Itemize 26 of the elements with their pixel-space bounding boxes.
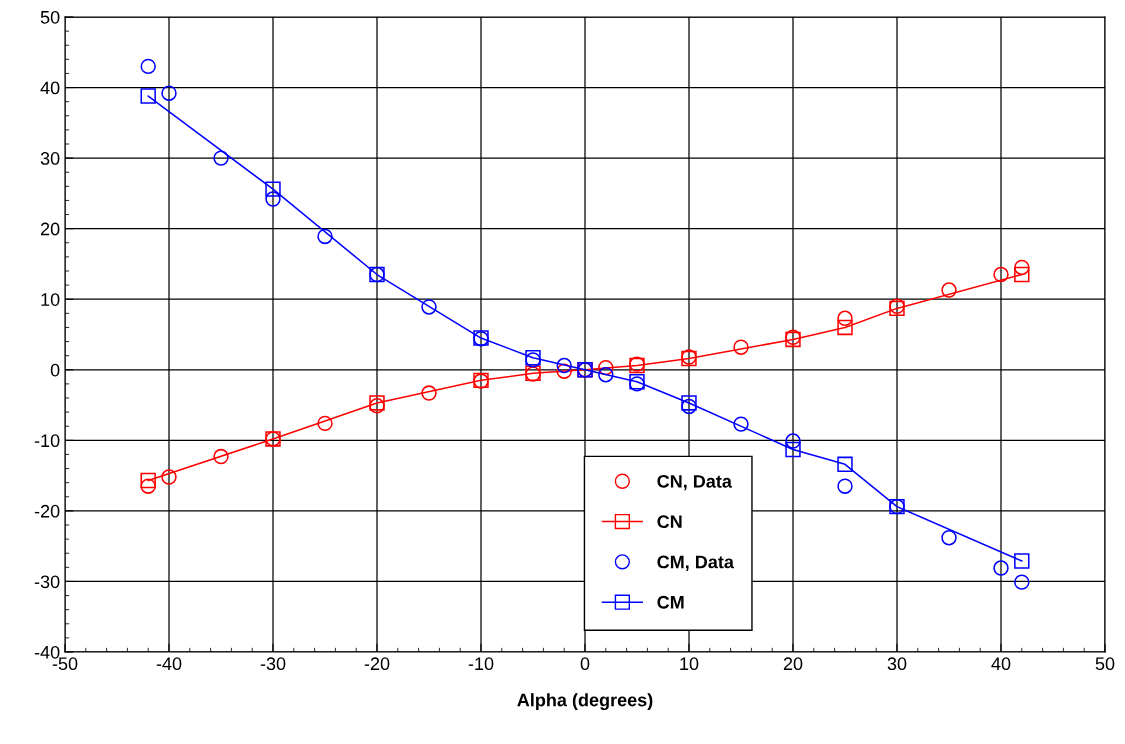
y-tick-label: 20 (40, 222, 60, 236)
y-tick-label: -10 (34, 434, 60, 448)
y-tick-label: -20 (34, 504, 60, 518)
x-tick-label: -20 (364, 657, 390, 671)
legend-label: CM, Data (657, 555, 735, 571)
legend-label: CN, Data (657, 474, 733, 491)
x-tick-label: -10 (468, 657, 494, 671)
x-tick-label: -50 (52, 657, 78, 671)
x-tick-label: 20 (783, 657, 803, 671)
x-tick-label: -40 (156, 657, 182, 671)
x-tick-label: 0 (580, 657, 590, 671)
x-tick-label: 30 (887, 657, 907, 671)
x-axis-title: Alpha (degrees) (517, 693, 653, 711)
y-tick-label: 10 (41, 293, 60, 306)
y-tick-label: 40 (40, 81, 60, 95)
y-tick-label: 0 (50, 363, 60, 377)
legend-label: CM (657, 595, 684, 609)
y-tick-label: 30 (40, 152, 60, 165)
y-tick-label: 50 (40, 10, 60, 24)
y-tick-label: -30 (34, 575, 60, 589)
x-tick-label: 10 (680, 657, 699, 671)
x-tick-label: 50 (1095, 657, 1115, 671)
x-tick-label: -30 (260, 657, 286, 671)
x-tick-label: 40 (991, 657, 1011, 671)
legend-label: CN (657, 515, 682, 529)
y-tick-label: -40 (34, 645, 60, 659)
